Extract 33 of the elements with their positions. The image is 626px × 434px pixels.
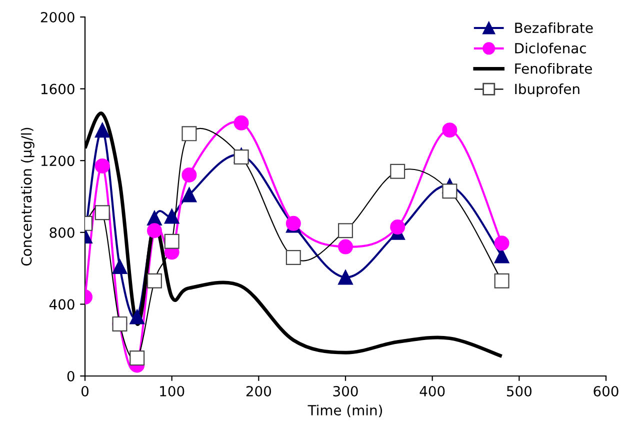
- y-tick-label: 800: [50, 227, 74, 238]
- x-axis-title: Time (min): [308, 404, 382, 418]
- y-tick-label: 2000: [40, 12, 74, 22]
- point: [130, 309, 145, 324]
- x-tick-label: 500: [506, 386, 532, 396]
- point: [442, 122, 458, 138]
- y-tick-label: 1600: [41, 84, 74, 94]
- point: [182, 187, 197, 202]
- legend-label: Bezafibrate: [515, 22, 593, 34]
- point: [390, 220, 406, 235]
- x-tick-label: 600: [594, 386, 618, 396]
- legend-label: Fenofibrate: [515, 63, 592, 74]
- point: [164, 208, 180, 224]
- x-tick-label: 400: [420, 386, 445, 396]
- point: [182, 167, 197, 182]
- x-tick-label: 300: [333, 386, 358, 396]
- point: [338, 270, 353, 285]
- point: [338, 239, 353, 254]
- point: [94, 122, 110, 138]
- y-tick-label: 0: [67, 370, 74, 382]
- legend-label: Ibuprofen: [515, 83, 580, 97]
- y-axis-title: Concentration (µg/l): [20, 128, 34, 266]
- legend-label: Diclofenac: [515, 42, 586, 54]
- y-tick-label: 1200: [41, 156, 74, 166]
- x-tick-label: 200: [246, 386, 271, 396]
- point: [94, 158, 110, 174]
- point: [494, 236, 510, 251]
- point: [112, 259, 128, 274]
- x-tick-label: 100: [160, 386, 184, 396]
- point: [234, 115, 249, 130]
- point: [146, 223, 162, 238]
- y-tick-label: 400: [49, 299, 74, 310]
- x-tick-label: 0: [81, 386, 88, 396]
